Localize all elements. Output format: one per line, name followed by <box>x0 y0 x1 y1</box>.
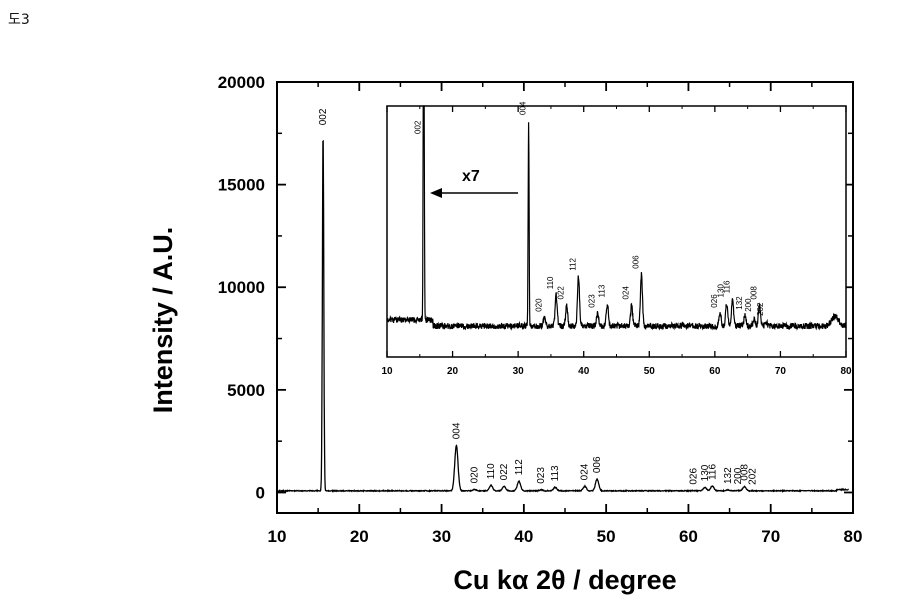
inset-xrd-trace <box>386 105 847 331</box>
main-peak-label-008: 008 <box>739 464 750 481</box>
inset-tick-labels: 10 20 30 40 50 60 70 80 <box>381 366 852 377</box>
inset-x-tick-label: 70 <box>775 366 787 377</box>
inset-x-tick-label: 40 <box>578 366 590 377</box>
y-tick-label: 15000 <box>218 176 265 195</box>
main-peak-label-200: 200 <box>733 467 744 484</box>
inset-x-tick-label: 10 <box>381 366 393 377</box>
x-axis-title: Cu kα 2θ / degree <box>453 565 676 595</box>
inset-axis-ticks <box>386 106 847 357</box>
main-peak-label-006: 006 <box>592 456 603 473</box>
x-tick-label: 20 <box>350 527 369 546</box>
main-peak-label-132: 132 <box>723 467 734 484</box>
inset-peak-label-008: 008 <box>749 286 758 300</box>
main-peak-label-110: 110 <box>486 463 497 479</box>
x-tick-label: 30 <box>432 527 451 546</box>
inset-x-tick-label: 80 <box>840 366 852 377</box>
inset-x-tick-label: 60 <box>709 366 721 377</box>
inset-scale-arrowhead <box>430 188 442 198</box>
inset-peak-label-004: 004 <box>519 101 528 115</box>
main-peak-label-130: 130 <box>700 464 711 481</box>
inset-peak-label-002: 002 <box>414 120 423 134</box>
inset-peak-label-020: 020 <box>534 298 543 312</box>
main-peak-label-026: 026 <box>688 468 699 485</box>
inset-peak-label-113: 113 <box>597 284 606 297</box>
main-peak-label-112: 112 <box>514 459 525 475</box>
inset-peak-label-023: 023 <box>587 294 596 308</box>
inset-x-tick-label: 30 <box>513 366 525 377</box>
y-tick-label: 5000 <box>227 381 265 400</box>
figure-label: 도3 <box>8 12 30 28</box>
main-peak-label-020: 020 <box>469 466 480 483</box>
y-axis-title: Intensity / A.U. <box>148 227 178 414</box>
inset-x-tick-label: 20 <box>447 366 459 377</box>
inset-peak-label-116: 116 <box>723 280 732 293</box>
main-peak-label-004: 004 <box>451 422 462 439</box>
inset-peak-label-022: 022 <box>557 286 566 300</box>
y-tick-label: 20000 <box>218 73 265 92</box>
inset-peak-label-110: 110 <box>546 276 555 289</box>
inset-peak-label-026: 026 <box>710 294 719 308</box>
x-tick-label: 40 <box>514 527 533 546</box>
main-peak-label-116: 116 <box>707 464 718 480</box>
inset-peak-label-006: 006 <box>631 255 640 269</box>
main-peak-label-023: 023 <box>536 467 547 484</box>
x-tick-label: 50 <box>597 527 616 546</box>
inset-peak-label-200: 200 <box>744 298 753 312</box>
main-peak-label-022: 022 <box>499 463 510 480</box>
inset-scale-annotation: x7 <box>462 168 480 185</box>
x-tick-label: 80 <box>844 527 863 546</box>
main-peak-label-202: 202 <box>748 468 759 485</box>
main-peak-label-002: 002 <box>318 108 329 125</box>
main-xrd-trace <box>277 139 849 493</box>
main-peak-label-113: 113 <box>550 465 561 481</box>
inset-peak-label-132: 132 <box>735 296 744 310</box>
main-peak-label-024: 024 <box>580 463 591 480</box>
inset-peak-label-202: 202 <box>756 302 765 316</box>
inset-peak-label-130: 130 <box>717 284 726 298</box>
inset-peak-label-112: 112 <box>568 257 577 270</box>
y-tick-label: 0 <box>256 483 265 502</box>
inset-background <box>387 106 846 357</box>
inset-x-tick-label: 50 <box>644 366 656 377</box>
x-tick-label: 10 <box>268 527 287 546</box>
y-tick-label: 10000 <box>218 278 265 297</box>
inset-peak-label-024: 024 <box>622 286 631 300</box>
x-tick-label: 60 <box>679 527 698 546</box>
x-tick-label: 70 <box>761 527 780 546</box>
main-tick-labels: 10 20 30 40 50 60 70 80 0 5000 10000 15000 20000 <box>218 73 863 546</box>
